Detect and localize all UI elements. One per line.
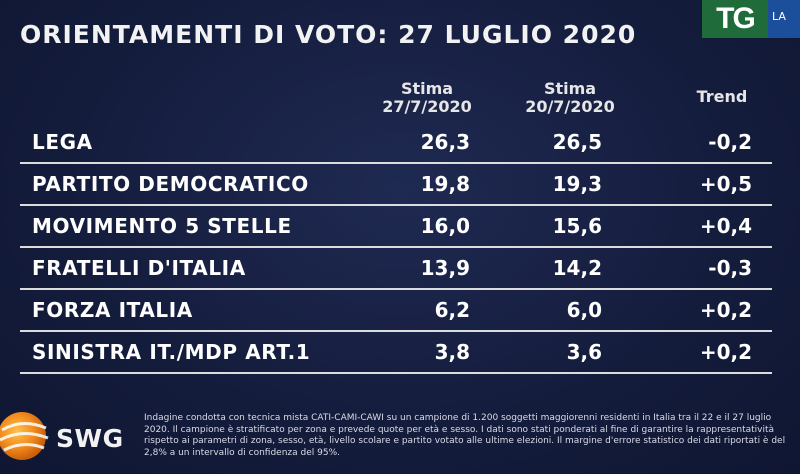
table-row: MOVIMENTO 5 STELLE 16,0 15,6 +0,4 <box>20 206 772 248</box>
column-header-trend: Trend <box>696 87 748 106</box>
trend-value: +0,5 <box>699 172 752 196</box>
estimate-previous: 19,3 <box>552 172 602 196</box>
table-row: LEGA 26,3 26,5 -0,2 <box>20 122 772 164</box>
estimate-current: 19,8 <box>420 172 470 196</box>
estimate-current: 16,0 <box>420 214 470 238</box>
estimate-current: 13,9 <box>420 256 470 280</box>
column-header-stima-previous-date: 20/7/2020 <box>525 97 615 116</box>
trend-value: -0,2 <box>708 130 752 154</box>
party-name: MOVIMENTO 5 STELLE <box>32 214 292 238</box>
column-header-stima-current: Stima 27/7/2020 <box>372 80 482 116</box>
swg-globe-icon <box>0 412 49 460</box>
column-header-stima-previous-label: Stima <box>543 79 597 98</box>
party-name: LEGA <box>32 130 93 154</box>
trend-value: -0,3 <box>708 256 752 280</box>
swg-brand: SWG <box>56 424 124 453</box>
party-name: SINISTRA IT./MDP ART.1 <box>32 340 311 364</box>
estimate-previous: 15,6 <box>552 214 602 238</box>
estimate-previous: 6,0 <box>566 298 602 322</box>
poll-table: LEGA 26,3 26,5 -0,2 PARTITO DEMOCRATICO … <box>20 122 772 374</box>
estimate-current: 26,3 <box>420 130 470 154</box>
tg-logo: TG <box>702 0 768 38</box>
party-name: FORZA ITALIA <box>32 298 193 322</box>
estimate-previous: 26,5 <box>552 130 602 154</box>
column-header-stima-current-date: 27/7/2020 <box>382 97 472 116</box>
party-name: PARTITO DEMOCRATICO <box>32 172 309 196</box>
trend-value: +0,4 <box>699 214 752 238</box>
estimate-previous: 3,6 <box>566 340 602 364</box>
trend-value: +0,2 <box>699 298 752 322</box>
estimate-current: 6,2 <box>434 298 470 322</box>
table-row: FRATELLI D'ITALIA 13,9 14,2 -0,3 <box>20 248 772 290</box>
table-row: FORZA ITALIA 6,2 6,0 +0,2 <box>20 290 772 332</box>
column-header-stima-previous: Stima 20/7/2020 <box>515 80 625 116</box>
table-row: SINISTRA IT./MDP ART.1 3,8 3,6 +0,2 <box>20 332 772 374</box>
la7-logo: LA <box>768 0 800 38</box>
party-name: FRATELLI D'ITALIA <box>32 256 246 280</box>
page-title: ORIENTAMENTI DI VOTO: 27 LUGLIO 2020 <box>20 20 637 49</box>
column-header-stima-current-label: Stima <box>400 79 454 98</box>
estimate-previous: 14,2 <box>552 256 602 280</box>
estimate-current: 3,8 <box>434 340 470 364</box>
trend-value: +0,2 <box>699 340 752 364</box>
methodology-note: Indagine condotta con tecnica mista CATI… <box>144 413 786 458</box>
table-row: PARTITO DEMOCRATICO 19,8 19,3 +0,5 <box>20 164 772 206</box>
